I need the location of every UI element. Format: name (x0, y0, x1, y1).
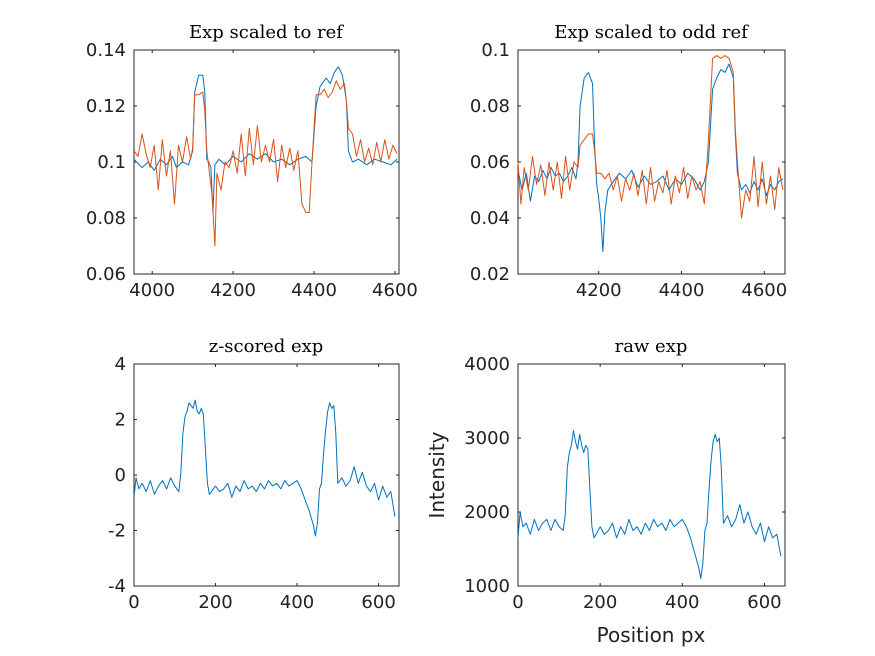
series-line-1 (517, 430, 782, 580)
series-layer (133, 66, 398, 247)
y-tick-label: 0.1 (97, 152, 126, 173)
subplot-z-scored-exp: z-scored exp 0 200 400 600 -4 -2 0 2 4 (108, 336, 400, 613)
y-tick-label: 0.06 (86, 264, 126, 285)
series-layer (517, 55, 784, 253)
subplot-title: z-scored exp (209, 336, 324, 357)
tick-layer: 4200 4400 4600 0.02 0.04 0.06 0.08 0.1 (470, 40, 787, 301)
y-tick-label: 0 (115, 465, 126, 486)
x-tick-label: 4200 (576, 280, 622, 301)
subplot-raw-exp: raw exp 0 200 400 600 1000 2000 3000 4000 Posit… (425, 336, 786, 647)
series-layer (133, 399, 396, 537)
y-tick-label: 1000 (464, 576, 510, 597)
y-tick-label: 2000 (464, 502, 510, 523)
tick-layer: 4000 4200 4400 4600 0.06 0.08 0.1 0.12 0.14 (86, 40, 418, 301)
x-tick-label: 4400 (291, 280, 337, 301)
subplot-title: Exp scaled to ref (189, 22, 344, 43)
series-line-1 (133, 399, 396, 537)
y-tick-label: 0.14 (86, 40, 126, 61)
y-tick-label: 0.06 (470, 152, 510, 173)
series-layer (517, 430, 782, 580)
y-tick-label: 0.12 (86, 96, 126, 117)
x-tick-label: 4600 (741, 280, 787, 301)
y-tick-label: 2 (115, 410, 126, 431)
plot-frame (133, 49, 400, 275)
y-tick-label: 0.08 (470, 96, 510, 117)
y-tick-label: 0.02 (470, 264, 510, 285)
x-tick-label: 4200 (210, 280, 256, 301)
y-axis-label: Intensity (425, 431, 449, 518)
y-tick-label: 0.04 (470, 208, 510, 229)
series-line-2 (517, 55, 784, 219)
x-tick-label: 200 (583, 592, 617, 613)
y-tick-label: 0.1 (481, 40, 510, 61)
x-tick-label: 0 (128, 592, 139, 613)
y-tick-label: -2 (108, 521, 126, 542)
x-tick-label: 600 (747, 592, 781, 613)
plot-frame (517, 363, 786, 587)
x-tick-label: 600 (361, 592, 395, 613)
x-tick-label: 200 (198, 592, 232, 613)
x-axis-label: Position px (597, 623, 706, 647)
plot-frame (133, 363, 400, 587)
x-tick-label: 0 (512, 592, 523, 613)
y-tick-label: 4 (115, 354, 126, 375)
y-tick-label: -4 (108, 576, 126, 597)
x-tick-label: 4000 (129, 280, 175, 301)
x-tick-label: 400 (665, 592, 699, 613)
series-line-2 (133, 80, 398, 247)
x-tick-label: 4400 (659, 280, 705, 301)
x-tick-label: 400 (280, 592, 314, 613)
series-line-1 (517, 63, 784, 253)
subplot-title: raw exp (615, 336, 688, 357)
tick-layer: 0 200 400 600 1000 2000 3000 4000 (464, 354, 785, 613)
plot-frame (517, 49, 786, 275)
y-tick-label: 0.08 (86, 208, 126, 229)
y-tick-label: 3000 (464, 428, 510, 449)
subplot-title: Exp scaled to odd ref (554, 22, 749, 43)
subplot-exp-scaled-to-odd-ref: Exp scaled to odd ref 4200 4400 4600 0.02 0.… (470, 22, 787, 301)
y-tick-label: 4000 (464, 354, 510, 375)
subplot-exp-scaled-to-ref: Exp scaled to ref 4000 4200 4400 4600 0.06 0.… (86, 22, 418, 301)
x-tick-label: 4600 (372, 280, 418, 301)
tick-layer: 0 200 400 600 -4 -2 0 2 4 (108, 354, 399, 613)
